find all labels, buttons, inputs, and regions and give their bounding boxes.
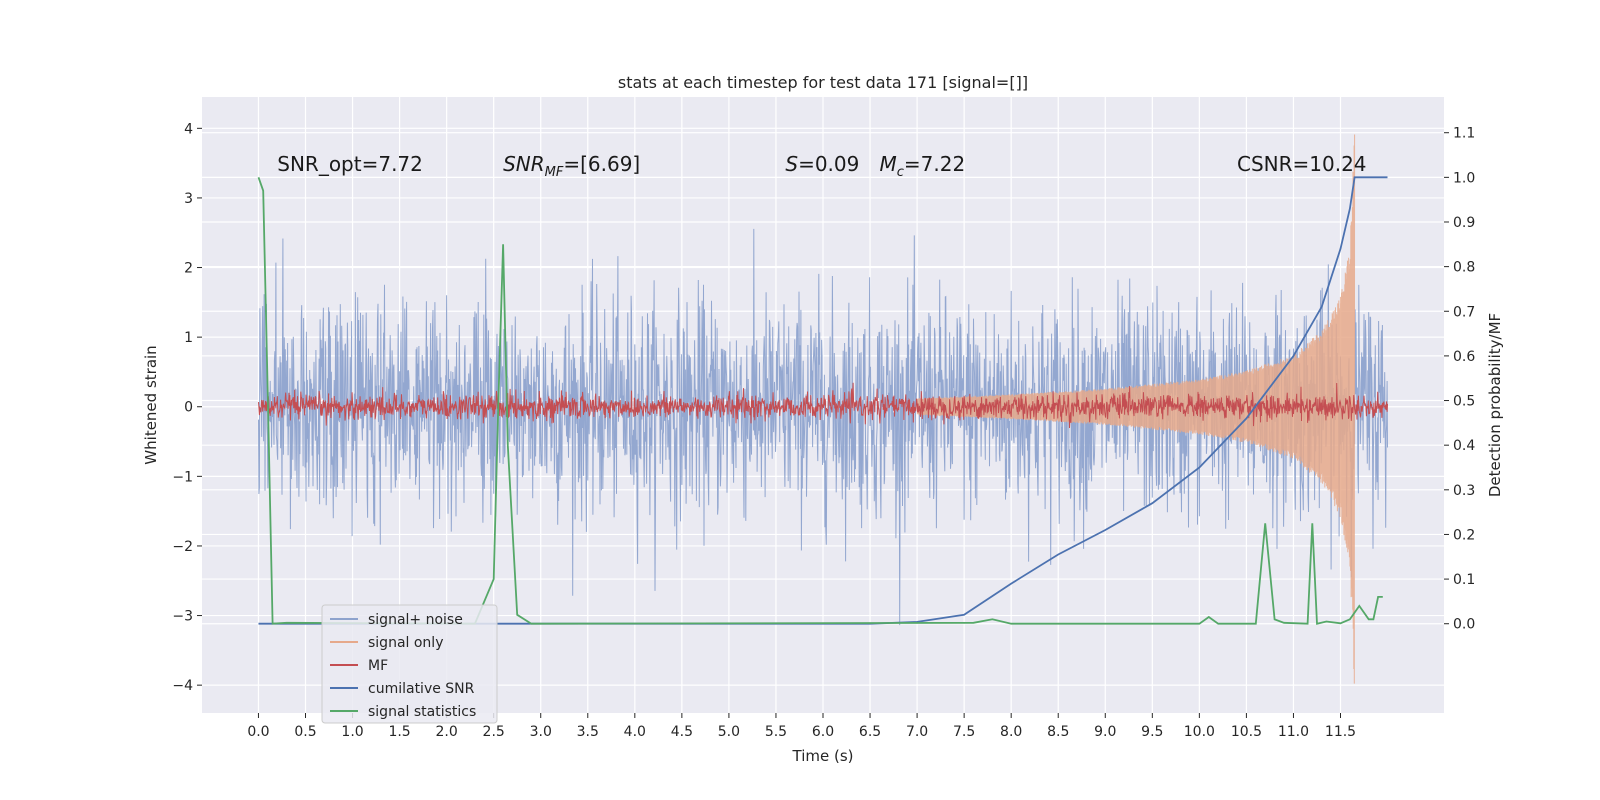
x-tick-label: 3.0 bbox=[530, 724, 552, 740]
y-right-tick-label: 0.7 bbox=[1453, 304, 1475, 320]
y-axis-label: Whitened strain bbox=[142, 345, 160, 464]
legend-box bbox=[321, 604, 498, 724]
legend: signal+ noise signal only MF cumilative SNR… bbox=[321, 604, 498, 724]
y-right-tick-label: 0.4 bbox=[1453, 438, 1475, 454]
y-right-axis-ticks: 1.1 1.0 0.9 0.8 0.7 0.6 0.5 0.4 0.3 0.2 0.1 0.0 bbox=[1444, 126, 1475, 633]
y-tick-label: 2 bbox=[184, 261, 193, 277]
annotation: SNRMF=[6.69] bbox=[503, 152, 640, 180]
x-tick-label: 5.5 bbox=[765, 724, 787, 740]
x-tick-label: 10.0 bbox=[1184, 724, 1215, 740]
y-right-tick-label: 1.0 bbox=[1453, 170, 1475, 186]
annotation: Mc=7.22 bbox=[879, 152, 965, 180]
x-axis-label: Time (s) bbox=[792, 747, 854, 765]
x-tick-label: 8.0 bbox=[1000, 724, 1022, 740]
series-mf bbox=[258, 382, 1388, 429]
x-tick-label: 9.0 bbox=[1094, 724, 1116, 740]
y-tick-label: −2 bbox=[172, 539, 193, 555]
annotation: S=0.09 bbox=[785, 152, 859, 176]
legend-label: cumilative SNR bbox=[368, 681, 475, 697]
y-tick-label: −4 bbox=[172, 678, 193, 694]
y-right-tick-label: 0.9 bbox=[1453, 215, 1475, 231]
y-tick-label: 3 bbox=[184, 191, 193, 207]
x-tick-label: 7.5 bbox=[953, 724, 975, 740]
x-tick-label: 11.0 bbox=[1278, 724, 1309, 740]
x-tick-label: 1.0 bbox=[341, 724, 363, 740]
annotation: CSNR=10.24 bbox=[1237, 152, 1367, 176]
y-right-tick-label: 1.1 bbox=[1453, 126, 1475, 142]
y-right-tick-label: 0.6 bbox=[1453, 349, 1475, 365]
x-tick-label: 11.5 bbox=[1325, 724, 1356, 740]
annotation: SNR_opt=7.72 bbox=[277, 152, 423, 176]
legend-label: signal+ noise bbox=[368, 612, 463, 628]
y-right-axis-label: Detection probability/MF bbox=[1486, 313, 1504, 497]
x-tick-label: 3.5 bbox=[577, 724, 599, 740]
y-axis-ticks: 4 3 2 1 0 −1 −2 −3 −4 bbox=[172, 121, 202, 694]
y-tick-label: −1 bbox=[172, 469, 193, 485]
x-tick-label: 0.5 bbox=[294, 724, 316, 740]
legend-label: MF bbox=[368, 658, 388, 674]
x-tick-label: 1.5 bbox=[388, 724, 410, 740]
x-tick-label: 7.0 bbox=[906, 724, 928, 740]
x-tick-label: 0.0 bbox=[247, 724, 269, 740]
x-tick-label: 2.0 bbox=[436, 724, 458, 740]
y-right-tick-label: 0.8 bbox=[1453, 260, 1475, 276]
x-tick-label: 6.0 bbox=[812, 724, 834, 740]
y-right-tick-label: 0.2 bbox=[1453, 527, 1475, 543]
y-right-tick-label: 0.3 bbox=[1453, 483, 1475, 499]
y-right-tick-label: 0.0 bbox=[1453, 617, 1475, 633]
series-cumulative-snr bbox=[258, 176, 1388, 625]
x-tick-label: 4.0 bbox=[624, 724, 646, 740]
x-tick-label: 9.5 bbox=[1141, 724, 1163, 740]
x-tick-label: 8.5 bbox=[1047, 724, 1069, 740]
annotations: SNR_opt=7.72 SNRMF=[6.69] S=0.09 Mc=7.22 CSN… bbox=[277, 152, 1366, 180]
x-tick-label: 10.5 bbox=[1231, 724, 1262, 740]
y-tick-label: 4 bbox=[184, 121, 193, 137]
x-tick-label: 6.5 bbox=[859, 724, 881, 740]
y-tick-label: 1 bbox=[184, 330, 193, 346]
series-signal-noise bbox=[258, 228, 1388, 626]
y-tick-label: −3 bbox=[172, 609, 193, 625]
chart-title: stats at each timestep for test data 171… bbox=[618, 73, 1028, 92]
x-axis-ticks: 0.0 0.5 1.0 1.5 2.0 2.5 3.0 3.5 4.0 4.5 5.0 5.5 6.0 6… bbox=[247, 713, 1356, 740]
legend-label: signal statistics bbox=[368, 704, 476, 720]
x-tick-label: 4.5 bbox=[671, 724, 693, 740]
y-tick-label: 0 bbox=[184, 400, 193, 416]
x-tick-label: 2.5 bbox=[483, 724, 505, 740]
legend-label: signal only bbox=[368, 635, 443, 651]
y-right-tick-label: 0.1 bbox=[1453, 572, 1475, 588]
x-tick-label: 5.0 bbox=[718, 724, 740, 740]
y-right-tick-label: 0.5 bbox=[1453, 394, 1475, 410]
